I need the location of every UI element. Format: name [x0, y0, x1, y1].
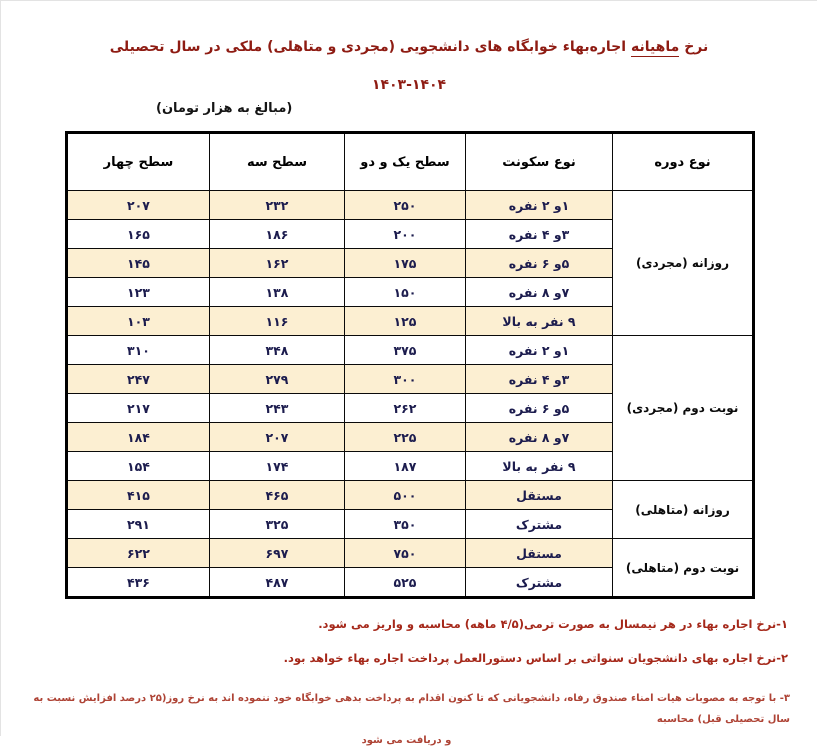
residence-type-cell: ۹ نفر به بالا — [465, 451, 613, 481]
table-row: ۵و ۶ نفره ۲۶۲ ۲۴۳ ۲۱۷ — [66, 393, 754, 423]
rate-value-cell: ۱۴۵ — [66, 248, 210, 278]
rate-value-cell: ۱۶۲ — [209, 248, 345, 278]
table-row: روزانه (متاهلی) مستقل ۵۰۰ ۴۶۵ ۴۱۵ — [66, 480, 754, 539]
table-row: نوبت دوم (متاهلی) مستقل ۷۵۰ ۶۹۷ ۶۲۲ — [66, 538, 754, 598]
table-row: روزانه (مجردی) ۱و ۲ نفره ۲۵۰ ۲۳۲ ۲۰۷ — [66, 190, 754, 336]
rates-table-body: روزانه (مجردی) ۱و ۲ نفره ۲۵۰ ۲۳۲ ۲۰۷ ۳و ۴ نفر… — [66, 190, 754, 598]
rate-value-cell: ۲۵۰ — [344, 190, 466, 220]
residence-type-cell: ۱و ۲ نفره — [465, 335, 613, 365]
footnote-3: ۳- با توجه به مصوبات هیات امناء صندوق رف… — [23, 688, 790, 751]
header-level-1-2: سطح یک و دو — [344, 132, 466, 191]
residence-type-cell: ۳و ۴ نفره — [465, 364, 613, 394]
rate-value-cell: ۳۷۵ — [344, 335, 466, 365]
rate-value-cell: ۱۳۸ — [209, 277, 345, 307]
rate-value-cell: ۱۰۳ — [66, 306, 210, 336]
page-title-prefix: نرخ — [684, 39, 709, 55]
page-title: نرخ ماهیانه اجاره‌بهاء خوابگاه های دانشج… — [1, 39, 817, 57]
rate-value-cell: ۲۴۷ — [66, 364, 210, 394]
residence-type-cell: ۵و ۶ نفره — [465, 248, 613, 278]
rate-value-cell: ۷۵۰ — [344, 538, 466, 568]
table-row: ۵و ۶ نفره ۱۷۵ ۱۶۲ ۱۴۵ — [66, 248, 754, 278]
residence-type-cell: ۱و ۲ نفره — [465, 190, 613, 220]
period-cell: نوبت دوم (مجردی) — [612, 335, 754, 481]
table-row: ۷و ۸ نفره ۲۲۵ ۲۰۷ ۱۸۴ — [66, 422, 754, 452]
rate-value-cell: ۲۷۹ — [209, 364, 345, 394]
rate-value-cell: ۲۲۵ — [344, 422, 466, 452]
rate-value-cell: ۲۰۷ — [209, 422, 345, 452]
rate-value-cell: ۴۶۵ — [209, 480, 345, 510]
table-row: ۳و ۴ نفره ۳۰۰ ۲۷۹ ۲۴۷ — [66, 364, 754, 394]
rate-value-cell: ۳۲۵ — [209, 509, 345, 539]
rate-value-cell: ۴۳۶ — [66, 567, 210, 598]
table-row: مشترک ۵۲۵ ۴۸۷ ۴۳۶ — [66, 567, 754, 598]
rate-value-cell: ۱۵۰ — [344, 277, 466, 307]
rate-value-cell: ۱۷۵ — [344, 248, 466, 278]
rate-value-cell: ۲۹۱ — [66, 509, 210, 539]
dormitory-rates-table: نوع دوره نوع سکونت سطح یک و دو سطح سه سط… — [65, 131, 755, 599]
rate-value-cell: ۱۶۵ — [66, 219, 210, 249]
residence-type-cell: مستقل — [465, 538, 613, 568]
period-cell: نوبت دوم (متاهلی) — [612, 538, 754, 598]
rate-value-cell: ۳۱۰ — [66, 335, 210, 365]
table-row: مشترک ۳۵۰ ۳۲۵ ۲۹۱ — [66, 509, 754, 539]
rate-value-cell: ۳۴۸ — [209, 335, 345, 365]
table-row: نوبت دوم (مجردی) ۱و ۲ نفره ۳۷۵ ۳۴۸ ۳۱۰ — [66, 335, 754, 481]
table-row: ۹ نفر به بالا ۱۸۷ ۱۷۴ ۱۵۴ — [66, 451, 754, 481]
units-note: (مبالغ به هزار تومان) — [156, 101, 293, 116]
rate-value-cell: ۴۸۷ — [209, 567, 345, 598]
residence-type-cell: مشترک — [465, 567, 613, 598]
page-title-underlined-word: ماهیانه — [630, 39, 680, 57]
rate-value-cell: ۱۸۷ — [344, 451, 466, 481]
header-period: نوع دوره — [612, 132, 754, 191]
period-cell: روزانه (متاهلی) — [612, 480, 754, 539]
header-level-4: سطح چهار — [66, 132, 210, 191]
rate-value-cell: ۶۹۷ — [209, 538, 345, 568]
rate-value-cell: ۱۵۴ — [66, 451, 210, 481]
rate-value-cell: ۱۲۳ — [66, 277, 210, 307]
residence-type-cell: ۹ نفر به بالا — [465, 306, 613, 336]
residence-type-cell: مستقل — [465, 480, 613, 510]
rate-value-cell: ۲۰۷ — [66, 190, 210, 220]
footnote-2: ۲-نرخ اجاره بهای دانشجویان سنواتی بر اسا… — [283, 651, 788, 665]
residence-type-cell: مشترک — [465, 509, 613, 539]
rate-value-cell: ۱۷۴ — [209, 451, 345, 481]
rate-value-cell: ۵۰۰ — [344, 480, 466, 510]
rate-value-cell: ۴۱۵ — [66, 480, 210, 510]
rate-value-cell: ۳۵۰ — [344, 509, 466, 539]
page-title-rest: اجاره‌بهاء خوابگاه های دانشجویی (مجردی و… — [109, 39, 627, 55]
header-residence-type: نوع سکونت — [465, 132, 613, 191]
rate-value-cell: ۲۰۰ — [344, 219, 466, 249]
rate-value-cell: ۲۱۷ — [66, 393, 210, 423]
period-cell: روزانه (مجردی) — [612, 190, 754, 336]
table-row: ۷و ۸ نفره ۱۵۰ ۱۳۸ ۱۲۳ — [66, 277, 754, 307]
footnote-3-line2: و دریافت می شود — [361, 735, 452, 746]
footnote-3-line1: ۳- با توجه به مصوبات هیات امناء صندوق رف… — [33, 693, 790, 725]
rate-value-cell: ۵۲۵ — [344, 567, 466, 598]
rate-value-cell: ۲۳۲ — [209, 190, 345, 220]
residence-type-cell: ۷و ۸ نفره — [465, 422, 613, 452]
residence-type-cell: ۳و ۴ نفره — [465, 219, 613, 249]
rate-value-cell: ۶۲۲ — [66, 538, 210, 568]
header-level-3: سطح سه — [209, 132, 345, 191]
residence-type-cell: ۵و ۶ نفره — [465, 393, 613, 423]
rate-value-cell: ۳۰۰ — [344, 364, 466, 394]
rate-value-cell: ۲۶۲ — [344, 393, 466, 423]
residence-type-cell: ۷و ۸ نفره — [465, 277, 613, 307]
academic-year: ۱۴۰۳-۱۴۰۴ — [371, 77, 447, 93]
rate-value-cell: ۱۸۴ — [66, 422, 210, 452]
rate-value-cell: ۱۱۶ — [209, 306, 345, 336]
table-row: ۹ نفر به بالا ۱۲۵ ۱۱۶ ۱۰۳ — [66, 306, 754, 336]
rate-value-cell: ۱۸۶ — [209, 219, 345, 249]
footnote-1: ۱-نرخ اجاره بهاء در هر نیمسال به صورت تر… — [318, 617, 788, 631]
rate-value-cell: ۲۴۳ — [209, 393, 345, 423]
table-header-row: نوع دوره نوع سکونت سطح یک و دو سطح سه سط… — [66, 132, 754, 191]
table-row: ۳و ۴ نفره ۲۰۰ ۱۸۶ ۱۶۵ — [66, 219, 754, 249]
rate-value-cell: ۱۲۵ — [344, 306, 466, 336]
